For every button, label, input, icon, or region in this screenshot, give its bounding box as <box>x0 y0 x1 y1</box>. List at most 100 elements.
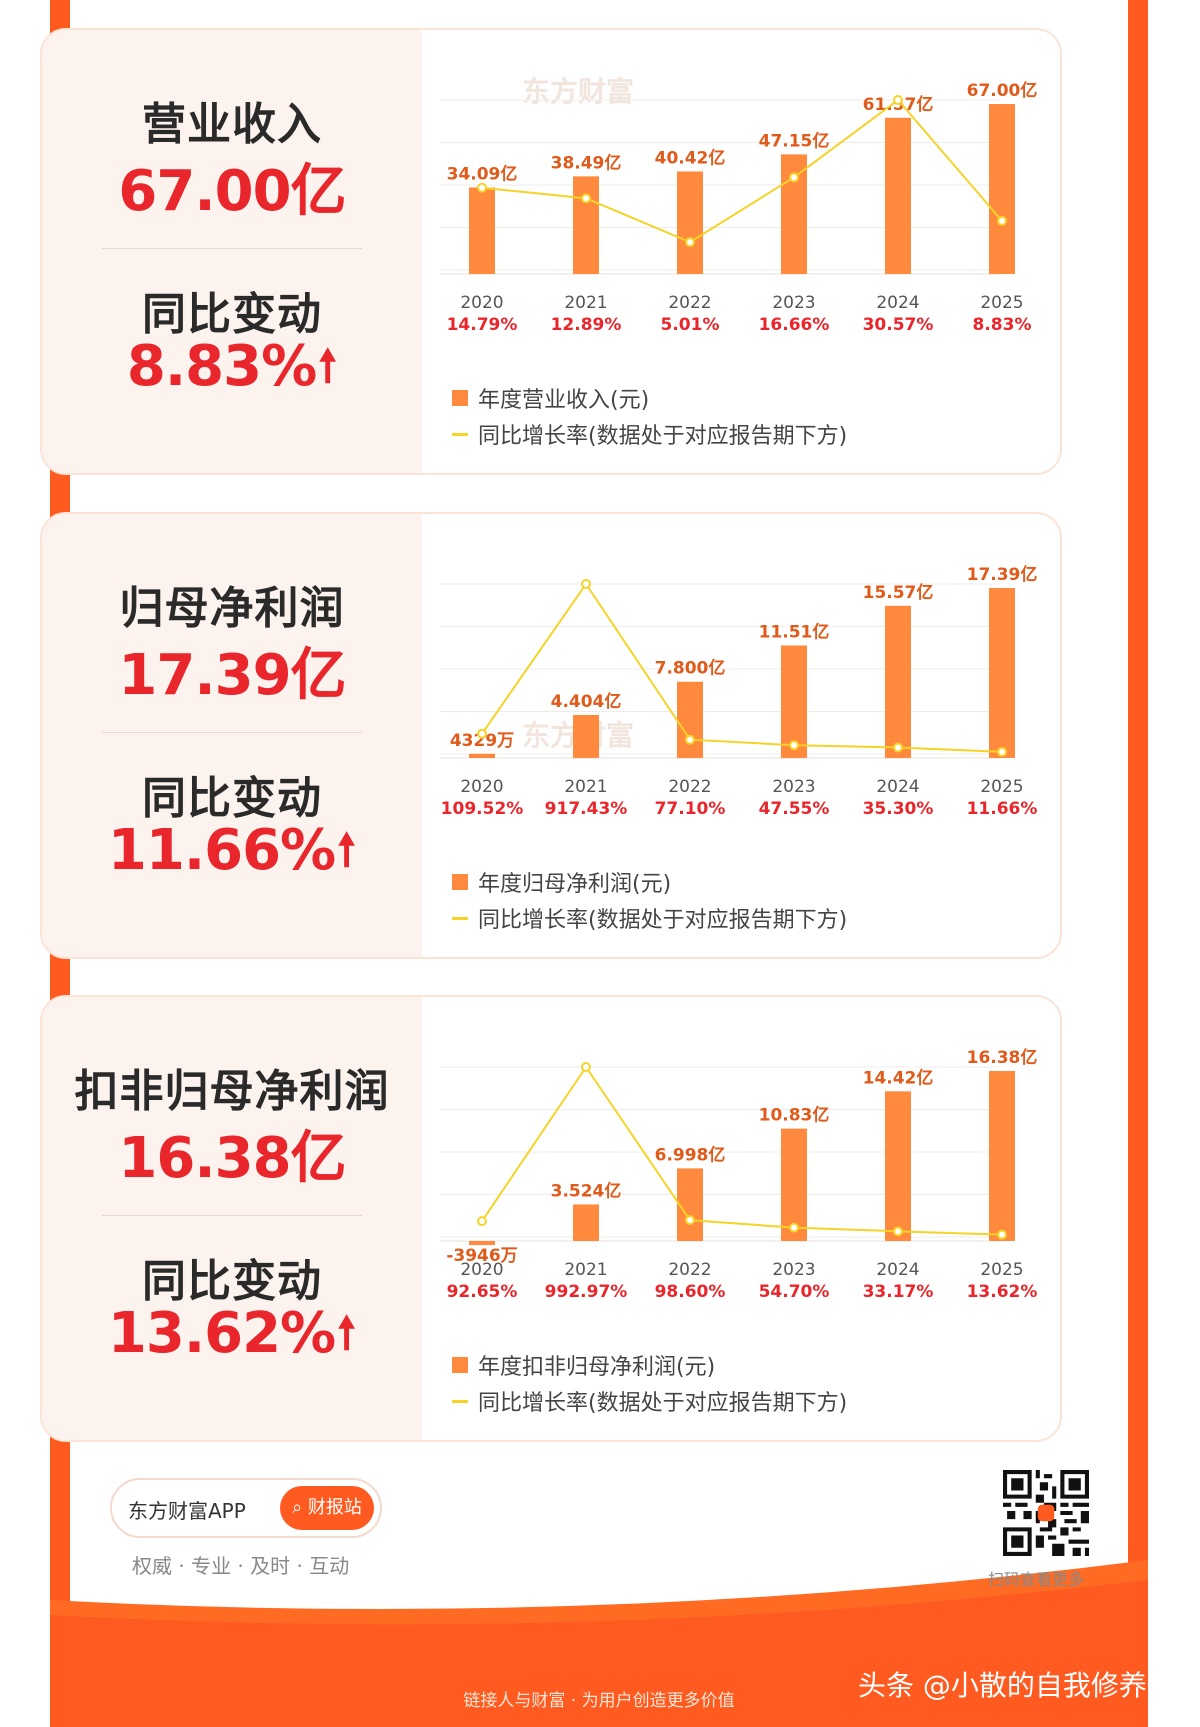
bar-value-label: 10.83亿 <box>759 1105 830 1126</box>
up-arrow-icon: 🠕 <box>337 1308 357 1359</box>
search-icon: ⌕ <box>292 1497 308 1518</box>
bar <box>469 1241 495 1246</box>
year-tick-label: 2024 <box>876 1260 919 1280</box>
watermark: 东方财富 <box>522 75 635 108</box>
bar <box>989 1071 1015 1241</box>
growth-line <box>481 98 1003 244</box>
divider <box>102 248 362 249</box>
brand-name: 东方财富APP <box>128 1499 246 1523</box>
legend-bar-label: 年度营业收入(元) <box>478 388 650 413</box>
growth-point <box>477 1216 487 1227</box>
growth-rate-label: 77.10% <box>655 799 726 819</box>
growth-rate-label: 14.79% <box>447 315 518 335</box>
deducted-profit-card: 扣非归母净利润 16.38亿 同比变动 13.62%🠕 -3946万 2020 92… <box>40 995 1062 1442</box>
metric-title: 营业收入 <box>142 99 322 150</box>
bar <box>989 588 1015 758</box>
legend-line-swatch <box>452 432 468 436</box>
year-tick-label: 2024 <box>876 777 919 797</box>
growth-rate-label: 5.01% <box>661 315 720 335</box>
bar-value-label: 38.49亿 <box>551 152 622 173</box>
author-credit: 头条 @小散的自我修养 <box>858 1669 1147 1702</box>
growth-rate-label: 33.17% <box>863 1282 934 1302</box>
growth-point <box>789 172 799 183</box>
change-title: 同比变动 <box>142 289 322 340</box>
bar <box>781 645 807 758</box>
bar <box>469 187 495 274</box>
up-arrow-icon: 🠕 <box>318 341 338 392</box>
change-title: 同比变动 <box>142 1256 322 1307</box>
bar-value-label: 4329万 <box>450 731 514 751</box>
brand-pill[interactable]: 东方财富APP ⌕ 财报站 <box>110 1478 382 1538</box>
growth-rate-label: 16.66% <box>759 315 830 335</box>
report-station-button[interactable]: ⌕ 财报站 <box>280 1486 374 1530</box>
bar-value-label: 4.404亿 <box>551 691 622 712</box>
growth-point <box>997 746 1007 757</box>
chart-legend: 年度营业收入(元) 同比增长率(数据处于对应报告期下方) <box>452 380 847 452</box>
bar <box>573 176 599 274</box>
legend-line-swatch <box>452 1399 468 1403</box>
bar-value-label: 40.42亿 <box>655 147 726 168</box>
metric-title: 归母净利润 <box>119 583 345 634</box>
legend-bar-label: 年度归母净利润(元) <box>478 872 672 897</box>
legend-bar-swatch <box>452 1357 468 1373</box>
bar-value-label: 34.09亿 <box>447 164 518 185</box>
growth-point <box>789 1222 799 1233</box>
divider <box>102 732 362 733</box>
growth-point <box>789 740 799 751</box>
change-row: 13.62%🠕 <box>42 1301 422 1376</box>
year-tick-label: 2022 <box>668 777 711 797</box>
growth-point <box>581 193 591 204</box>
bar-value-label: 14.42亿 <box>863 1067 934 1088</box>
legend-line-label: 同比增长率(数据处于对应报告期下方) <box>478 908 848 933</box>
metric-value: 67.00亿 <box>118 159 346 224</box>
legend-bar-swatch <box>452 874 468 890</box>
year-tick-label: 2022 <box>668 293 711 313</box>
year-tick-label: 2025 <box>980 293 1023 313</box>
year-tick-label: 2020 <box>460 1260 503 1280</box>
revenue-card: 营业收入 67.00亿 同比变动 8.83%🠕 东方财富 34.09亿 2020 1… <box>40 28 1062 475</box>
growth-point <box>685 734 695 745</box>
card-summary <box>42 514 422 957</box>
divider <box>102 1215 362 1216</box>
growth-rate-label: 98.60% <box>655 1282 726 1302</box>
growth-rate-label: 8.83% <box>973 315 1032 335</box>
growth-point <box>997 215 1007 226</box>
bar-value-label: 17.39亿 <box>967 564 1038 585</box>
bar <box>677 681 703 758</box>
growth-rate-label: 92.65% <box>447 1282 518 1302</box>
year-tick-label: 2021 <box>564 293 607 313</box>
growth-point <box>997 1229 1007 1240</box>
change-value: 11.66% <box>107 818 336 883</box>
qr-code-icon[interactable] <box>1003 1470 1089 1556</box>
growth-rate-label: 30.57% <box>863 315 934 335</box>
year-tick-label: 2023 <box>772 293 815 313</box>
bar <box>781 1128 807 1241</box>
growth-point <box>581 1062 591 1072</box>
bar <box>469 753 495 758</box>
brand-slogan: 权威 · 专业 · 及时 · 互动 <box>132 1554 350 1578</box>
chart-legend: 年度归母净利润(元) 同比增长率(数据处于对应报告期下方) <box>452 864 847 936</box>
bar-value-label: 6.998亿 <box>655 1144 726 1165</box>
growth-point <box>685 237 695 248</box>
growth-rate-label: 35.30% <box>863 799 934 819</box>
growth-point <box>893 95 903 105</box>
footer-slogan: 链接人与财富 · 为用户创造更多价值 <box>463 1691 735 1711</box>
bar <box>677 1168 703 1241</box>
legend-line-swatch <box>452 916 468 920</box>
legend-line-label: 同比增长率(数据处于对应报告期下方) <box>478 1391 848 1416</box>
bar-value-label: 11.51亿 <box>759 621 830 642</box>
change-value: 13.62% <box>107 1301 336 1366</box>
growth-point <box>581 579 591 589</box>
growth-line <box>481 1065 1003 1236</box>
year-tick-label: 2021 <box>564 777 607 797</box>
growth-point <box>893 742 903 753</box>
card-summary <box>42 997 422 1440</box>
growth-point <box>477 182 487 193</box>
growth-rate-label: 13.62% <box>967 1282 1038 1302</box>
growth-rate-label: 109.52% <box>441 799 524 819</box>
report-station-label: 财报站 <box>307 1497 362 1518</box>
change-row: 8.83%🠕 <box>42 334 422 409</box>
change-row: 11.66%🠕 <box>42 818 422 893</box>
growth-point <box>477 728 487 739</box>
